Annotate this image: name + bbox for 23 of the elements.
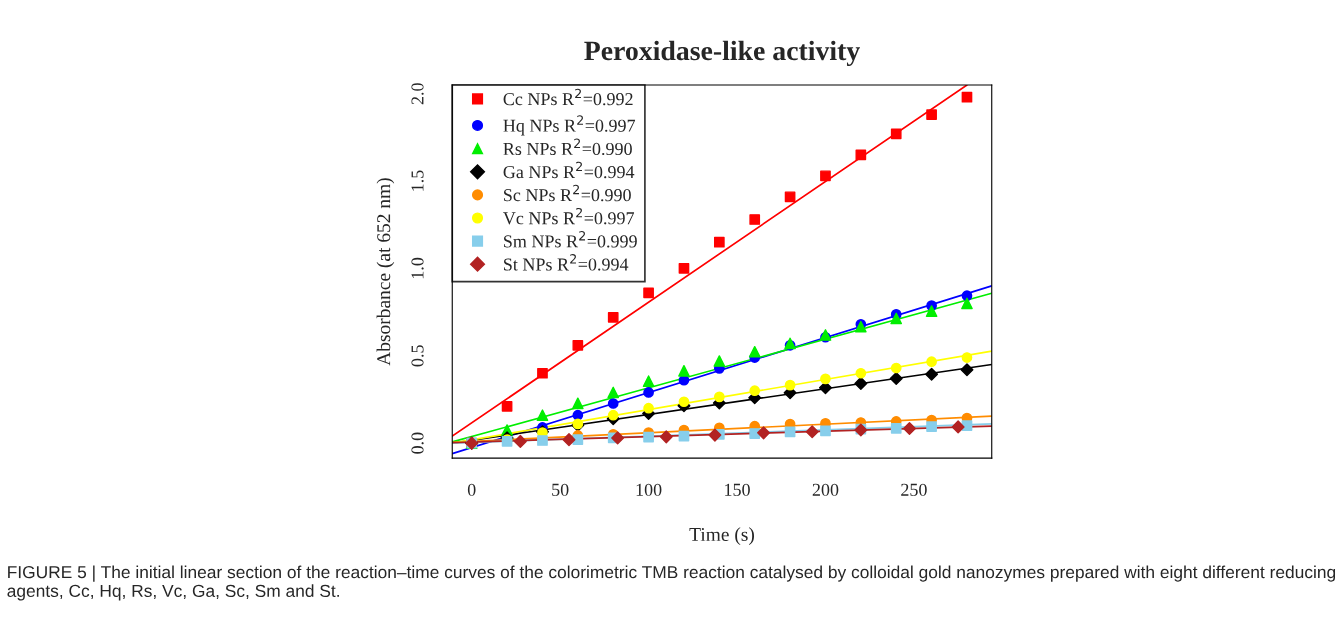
y-tick-label: 1.0 <box>411 257 424 279</box>
caption: FIGURE 5 | The initial linear section of the reaction–time curves of the colorimetric TMB reaction catalysed by colloidal gold nanozymes prepared with eight different reducing agents, Cc, Hq, Rs, Vc, Ga, Sc, Sm and St. <box>7 565 1336 601</box>
legend-label: Sm NPs R$^{2}$=0.999 <box>504 231 637 248</box>
x-tick-label: 50 <box>552 483 569 496</box>
y-tick-label: 0.5 <box>411 345 424 367</box>
legend-label: St NPs R$^{2}$=0.994 <box>504 254 629 271</box>
legend-label: Ga NPs R$^{2}$=0.994 <box>503 161 635 179</box>
x-tick-label: 100 <box>636 483 662 496</box>
legend-label: Rs NPs R$^{2}$=0.990 <box>503 138 632 156</box>
x-tick-label: 150 <box>725 483 750 496</box>
x-tick-label: 0 <box>467 483 476 496</box>
legend-label: Hq NPs R$^{2}$=0.997 <box>503 115 636 136</box>
chart-title: Peroxidase-like activity <box>584 40 860 66</box>
legend-label: Vc NPs R$^{2}$=0.997 <box>503 207 635 225</box>
legend-label: Sc NPs R$^{2}$=0.990 <box>504 184 631 202</box>
y-tick-label: 1.5 <box>411 170 424 191</box>
legend-label: Cc NPs R$^{2}$=0.992 <box>503 88 633 106</box>
y-axis-title: Absorbance (at 652 nm) <box>376 178 395 366</box>
x-axis-title: Time (s) <box>689 527 755 545</box>
y-tick-label: 2.0 <box>411 83 424 105</box>
y-tick-label: 0.0 <box>411 432 424 454</box>
x-tick-label: 200 <box>812 483 839 496</box>
x-tick-label: 250 <box>901 483 927 496</box>
